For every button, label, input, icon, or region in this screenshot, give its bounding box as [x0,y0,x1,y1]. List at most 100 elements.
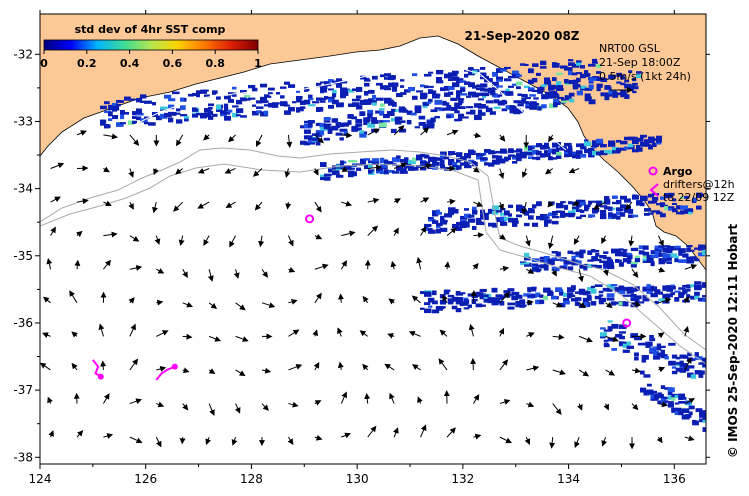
swath-pixel [696,205,702,210]
current-vector [420,127,430,136]
swath-pixel [576,62,582,66]
swath-pixel [520,63,526,66]
swath-pixel [656,211,663,215]
swath-pixel [328,104,335,109]
swath-pixel [328,168,336,173]
argo-legend-marker [648,166,658,176]
x-tick-label: 126 [134,472,157,486]
swath-pixel [484,149,491,153]
swath-pixel [576,150,583,155]
swath-pixel [359,133,367,138]
swath-pixel [422,124,427,129]
swath-pixel [479,304,486,307]
swath-pixel [674,245,681,250]
swath-pixel [390,117,396,122]
swath-pixel [493,99,500,104]
swath-pixel [702,282,706,287]
swath-pixel [600,144,607,148]
swath-pixel [564,152,570,158]
swath-pixel [503,290,511,294]
current-vector [568,167,580,174]
current-vector [42,332,51,338]
swath-pixel [529,106,538,110]
swath-pixel [420,166,427,171]
swath-pixel [320,88,328,93]
current-vector [592,201,606,210]
swath-pixel [430,123,435,126]
swath-pixel [523,262,530,265]
current-vector [234,403,241,414]
swath-pixel [224,103,229,109]
swath-pixel [692,420,699,426]
swath-pixel [458,98,465,101]
swath-pixel [440,151,447,156]
swath-pixel [539,294,544,298]
swath-pixel [515,301,523,304]
swath-pixel [672,202,677,206]
swath-pixel [376,170,383,174]
swath-pixel [484,88,490,92]
swath-pixel [448,211,454,216]
swath-pixel [678,409,683,413]
current-vector [153,168,159,176]
swath-pixel [332,89,337,94]
current-vector [229,235,237,248]
swath-pixel [590,285,596,289]
swath-pixel [660,398,666,401]
y-tick-label: -34 [13,182,33,196]
swath-pixel [551,295,557,300]
swath-pixel [556,203,564,209]
swath-pixel [646,284,651,289]
swath-pixel [652,197,658,202]
swath-pixel [604,200,611,205]
swath-pixel [303,129,311,134]
current-vector [625,201,633,211]
swath-pixel [508,150,514,154]
swath-pixel [460,162,465,166]
swath-pixel [476,92,484,96]
current-vector [103,200,112,207]
swath-pixel [392,157,400,163]
swath-pixel [642,286,647,292]
swath-pixel [303,120,309,124]
current-vector [574,436,580,449]
swath-pixel [487,297,496,301]
swath-pixel [423,308,432,314]
swath-pixel [440,215,445,220]
swath-pixel [616,199,622,205]
swath-pixel [572,79,579,84]
current-vector [314,134,324,144]
swath-pixel [616,215,621,220]
swath-pixel [552,148,557,152]
swath-pixel [551,258,560,261]
swath-pixel [535,268,541,273]
swath-pixel [675,367,684,372]
swath-pixel [428,229,436,234]
swath-pixel [288,108,294,111]
swath-pixel [653,393,659,399]
swath-pixel [464,81,471,85]
swath-pixel [584,206,590,210]
swath-pixel [323,123,332,126]
swath-pixel [553,102,561,106]
swath-pixel [648,144,653,150]
swath-pixel [660,354,668,359]
swath-pixel [172,91,180,95]
current-vector [129,436,143,444]
swath-pixel [528,156,534,159]
swath-pixel [112,102,118,108]
swath-pixel [508,154,515,157]
swath-pixel [620,212,626,217]
swath-pixel [571,255,576,260]
current-vector [367,425,377,438]
swath-pixel [646,389,654,395]
swath-pixel [442,107,451,111]
swath-pixel [410,112,417,116]
swath-pixel [516,74,522,77]
swath-pixel [304,87,310,92]
swath-pixel [508,218,514,223]
swath-pixel [552,62,557,67]
current-vector [572,200,580,206]
swath-pixel [192,108,199,112]
swath-pixel [578,288,584,292]
